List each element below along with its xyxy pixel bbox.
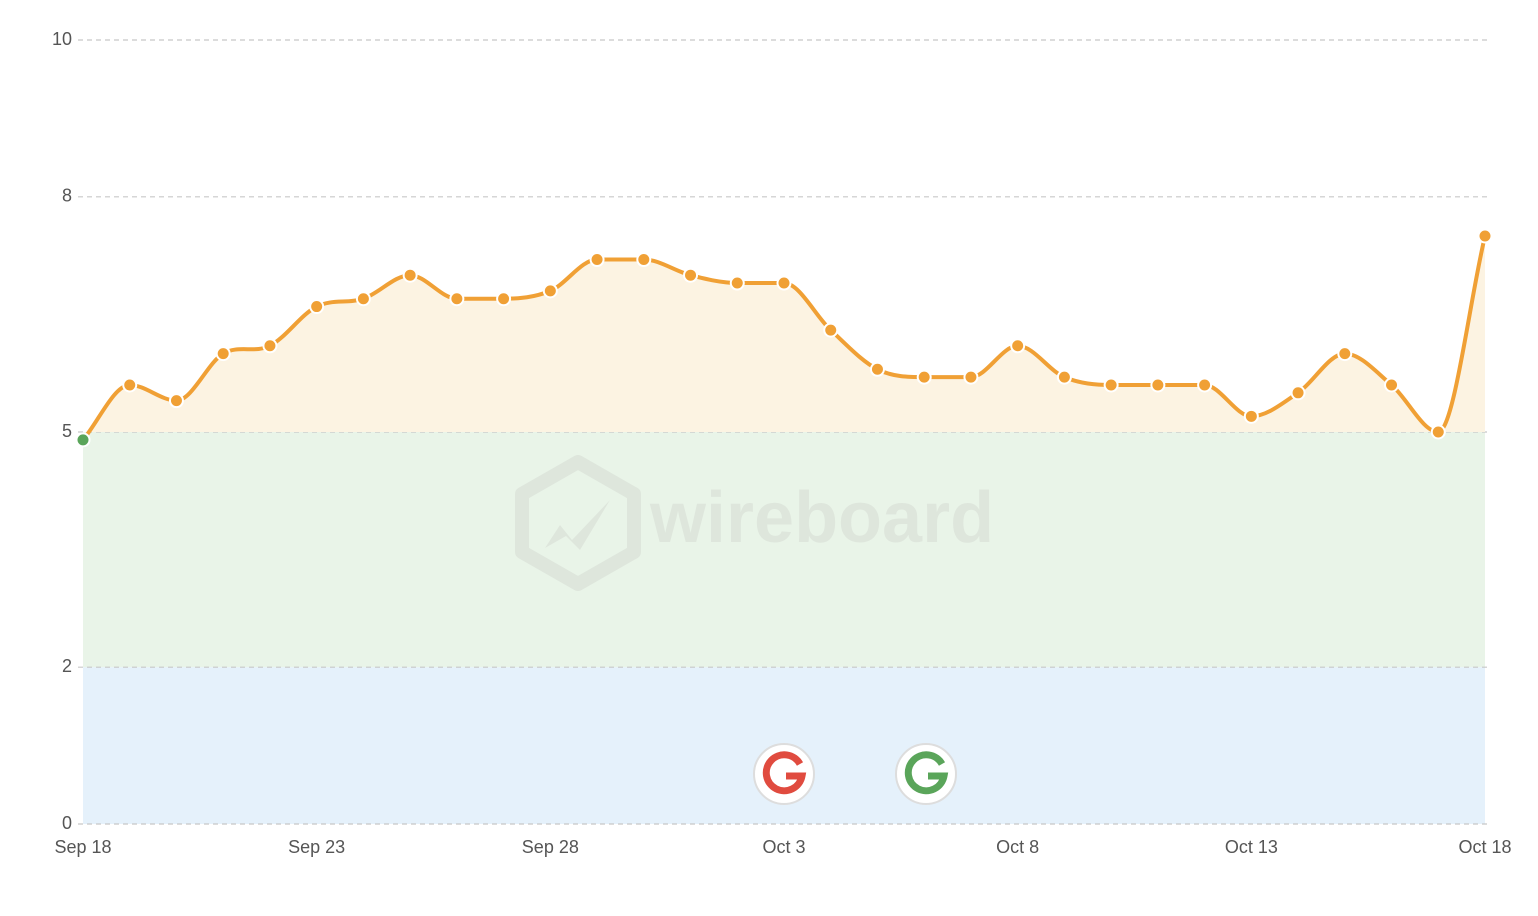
plot xyxy=(75,228,1493,448)
point xyxy=(916,369,932,385)
point xyxy=(636,252,652,268)
x-tick-label: Sep 23 xyxy=(288,837,345,857)
point xyxy=(1150,377,1166,393)
point xyxy=(823,322,839,338)
x-tick-label: Oct 8 xyxy=(996,837,1039,857)
point xyxy=(309,299,325,315)
point xyxy=(776,275,792,291)
watermark: wireboard xyxy=(515,455,994,591)
point xyxy=(215,346,231,362)
event-icon xyxy=(753,743,815,805)
point xyxy=(963,369,979,385)
point xyxy=(869,361,885,377)
point xyxy=(1337,346,1353,362)
point xyxy=(1477,228,1493,244)
point xyxy=(589,252,605,268)
point xyxy=(168,393,184,409)
area xyxy=(83,236,1485,432)
point xyxy=(1290,385,1306,401)
x-tick-label: Oct 3 xyxy=(762,837,805,857)
point xyxy=(496,291,512,307)
point xyxy=(449,291,465,307)
bands xyxy=(83,432,1485,824)
y-tick-label: 2 xyxy=(62,656,72,676)
y-tick-label: 8 xyxy=(62,186,72,206)
y-tick-label: 0 xyxy=(62,813,72,833)
point xyxy=(542,283,558,299)
x-tick-label: Sep 18 xyxy=(54,837,111,857)
event-icon xyxy=(895,743,957,805)
band xyxy=(83,432,1485,668)
watermark-text: wireboard xyxy=(649,478,994,558)
x-tick-label: Oct 13 xyxy=(1225,837,1278,857)
point xyxy=(355,291,371,307)
point xyxy=(1243,408,1259,424)
point xyxy=(1103,377,1119,393)
y-tick-label: 10 xyxy=(52,29,72,49)
point xyxy=(729,275,745,291)
point xyxy=(683,267,699,283)
point xyxy=(402,267,418,283)
x-tick-label: Sep 28 xyxy=(522,837,579,857)
point xyxy=(1384,377,1400,393)
y-tick-label: 5 xyxy=(62,421,72,441)
point xyxy=(75,432,91,448)
point xyxy=(1197,377,1213,393)
point xyxy=(1430,424,1446,440)
point xyxy=(122,377,138,393)
x-tick-label: Oct 18 xyxy=(1458,837,1511,857)
point xyxy=(262,338,278,354)
point xyxy=(1056,369,1072,385)
point xyxy=(1010,338,1026,354)
